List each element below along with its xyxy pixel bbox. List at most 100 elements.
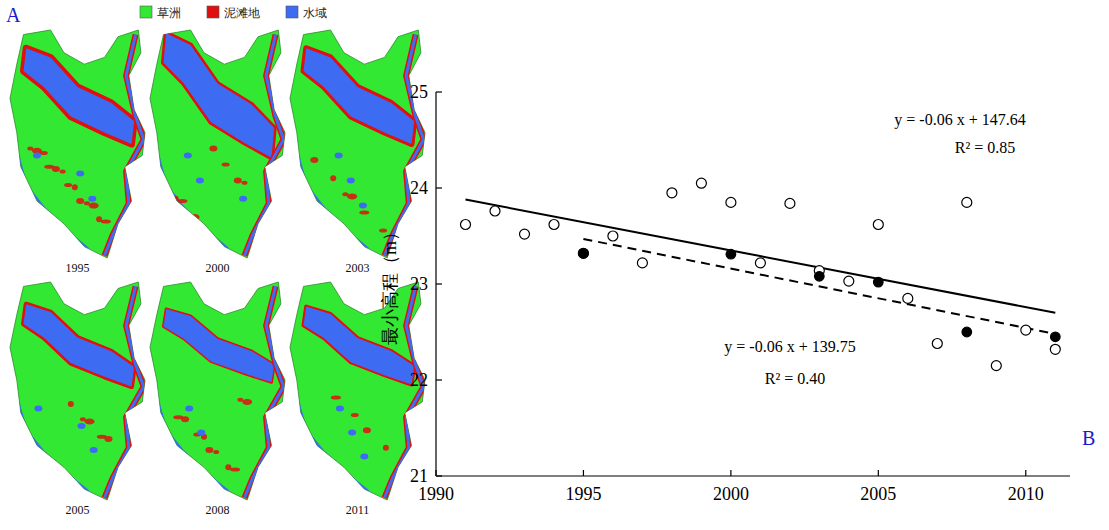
pond [185,405,193,411]
water [158,402,228,491]
pond [173,447,181,453]
open-point [578,248,588,258]
x-tick [730,470,731,476]
mudflat-patch [105,436,113,442]
map: 2011 [290,282,425,517]
y-tick [436,283,442,284]
filled-point [815,272,825,282]
panel-b: 212223242519901995200020052010最小高程（m）y =… [380,82,1095,504]
open-point [726,197,736,207]
mudflat [245,35,284,256]
pond [335,152,343,158]
x-tick [878,470,879,476]
mudflat-patch [331,396,341,400]
legend-label: 泥滩地 [224,6,260,20]
x-tick [435,470,436,476]
open-point [637,258,647,268]
y-tick-label: 23 [410,274,428,294]
map-outline [290,282,425,500]
open-point [520,229,530,239]
x-tick-label: 1990 [418,484,454,504]
open-point [903,293,913,303]
mudflat-patch [314,461,320,465]
map-layers [158,33,284,256]
pond [34,405,42,411]
water [24,48,135,144]
mudflat-patch [205,447,213,453]
y-tick-label: 21 [410,466,428,486]
x-tick-label: 2000 [713,484,749,504]
x-axis [436,475,1070,476]
legend-label: 水域 [303,6,327,20]
x-tick-label: 2010 [1008,484,1044,504]
mudflat-patch [185,213,191,217]
open-point [1021,325,1031,335]
mudflat-patch [56,470,62,474]
open-point [490,206,500,216]
pond [33,152,41,158]
mudflat-patch [52,166,60,172]
open-point [549,220,559,230]
panel-letter: B [1082,427,1095,449]
mudflat-patch [242,399,252,405]
pond [348,429,356,435]
map: 2000 [150,30,285,275]
mudflat-patch [64,183,72,187]
map-year: 2008 [206,503,230,517]
figure: A草洲泥滩地水域19952000200320052008201121222324… [0,0,1109,530]
map-layers [298,35,424,256]
open-point [1050,344,1060,354]
water [385,35,424,256]
water [105,286,144,497]
open-point [962,197,972,207]
mudflat-patch [351,413,359,417]
mudflat-patch [36,452,44,456]
map-layers [158,286,284,497]
trend-line [466,200,1056,313]
water [298,155,368,249]
mudflat-patch [60,169,66,173]
mudflat [24,304,135,386]
legend-swatch [286,6,298,18]
mudflat-patch [76,198,84,204]
mudflat-patch [383,445,389,451]
map-outline [150,30,285,258]
map-layers [18,35,144,256]
y-tick [436,187,442,188]
water [245,35,284,256]
open-point [932,339,942,349]
y-tick-label: 25 [410,82,428,102]
open-point [844,276,854,286]
map: 1995 [10,30,145,275]
filled-point [962,327,972,337]
map-outline [10,282,145,500]
open-point [461,220,471,230]
plot-marks [461,178,1061,370]
mudflat-patch [181,416,189,422]
mudflat-patch [48,467,56,473]
legend-swatch [207,6,219,18]
trend-line [583,239,1055,334]
filled-point [1051,332,1061,342]
filled-point [579,249,589,259]
map-year: 2003 [346,261,370,275]
mudflat-patch [177,199,187,203]
water [245,286,284,497]
mudflat-patch [89,203,99,209]
mudflat-patch [234,178,242,184]
map-year: 2011 [346,503,370,517]
annotation: R² = 0.40 [765,370,826,387]
y-tick [436,475,442,476]
pond [90,447,98,453]
pond [360,453,368,459]
panel-a: A草洲泥滩地水域199520002003200520082011 [6,4,425,517]
water [164,309,275,382]
map-year: 2005 [66,503,90,517]
water [304,48,415,144]
mudflat [304,48,415,144]
map-year: 1995 [66,261,90,275]
water [24,304,135,386]
pond [184,152,192,158]
y-tick-label: 24 [410,178,428,198]
open-point [667,188,677,198]
